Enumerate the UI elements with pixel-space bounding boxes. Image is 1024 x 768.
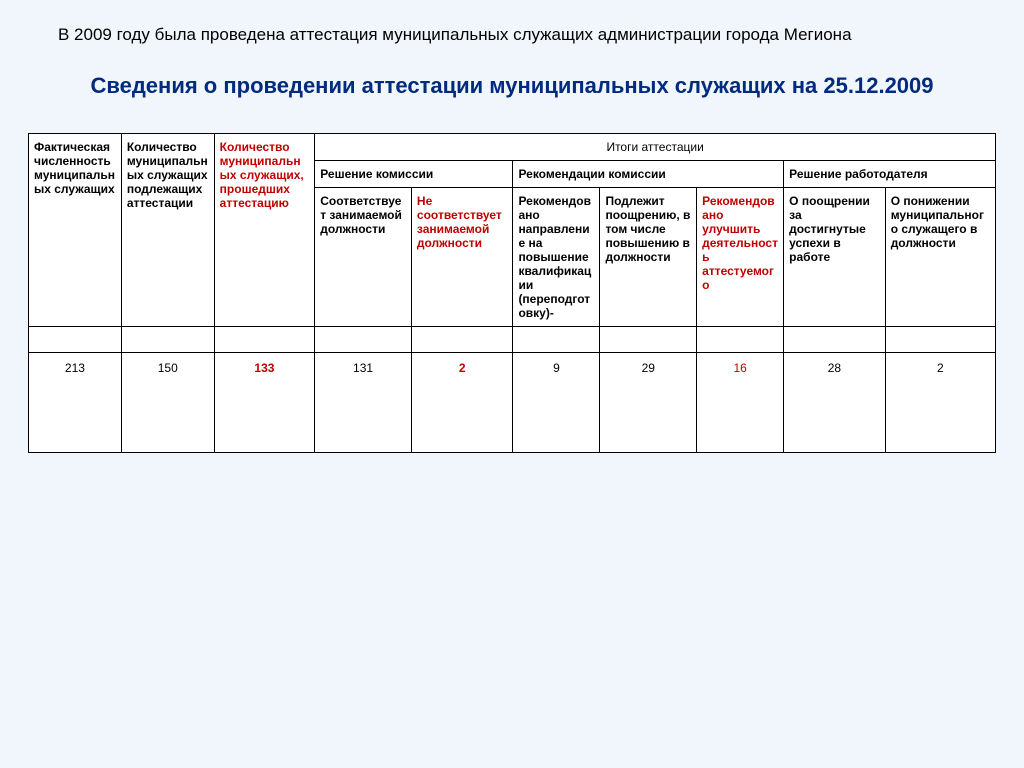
col-header-results-group: Итоги аттестации bbox=[315, 133, 996, 160]
intro-text: В 2009 году была проведена аттестация му… bbox=[28, 24, 996, 47]
table-row: 213 150 133 131 2 9 29 16 28 2 bbox=[29, 352, 996, 452]
col-header-fits-position: Соответствует занимаемой должности bbox=[315, 187, 412, 326]
col-header-commission-recommend: Рекомендации комиссии bbox=[513, 160, 784, 187]
spacer-row bbox=[29, 326, 996, 352]
col-header-actual-count: Фактическая численность муниципальных сл… bbox=[29, 133, 122, 326]
cell-subject-count: 150 bbox=[121, 352, 214, 452]
col-header-commission-decision: Решение комиссии bbox=[315, 160, 513, 187]
col-header-not-fits-position: Не соответствует занимаемой должности bbox=[411, 187, 513, 326]
attestation-table: Фактическая численность муниципальных сл… bbox=[28, 133, 996, 453]
col-header-subject-count: Количество муниципальных служащих подлеж… bbox=[121, 133, 214, 326]
col-header-employer-decision: Решение работодателя bbox=[784, 160, 996, 187]
cell-not-fits-position: 2 bbox=[411, 352, 513, 452]
cell-recommend-training: 9 bbox=[513, 352, 600, 452]
page-title: Сведения о проведении аттестации муницип… bbox=[28, 71, 996, 101]
col-header-recommend-improve: Рекомендовано улучшить деятельность атте… bbox=[697, 187, 784, 326]
col-header-reward-achievements: О поощрении за достигнутые успехи в рабо… bbox=[784, 187, 886, 326]
cell-actual-count: 213 bbox=[29, 352, 122, 452]
cell-demotion: 2 bbox=[885, 352, 995, 452]
cell-subject-reward: 29 bbox=[600, 352, 697, 452]
cell-reward-achievements: 28 bbox=[784, 352, 886, 452]
cell-passed-count: 133 bbox=[214, 352, 315, 452]
col-header-demotion: О понижении муниципального служащего в д… bbox=[885, 187, 995, 326]
col-header-passed-count: Количество муниципальных служащих, проше… bbox=[214, 133, 315, 326]
col-header-subject-reward: Подлежит поощрению, в том числе повышени… bbox=[600, 187, 697, 326]
col-header-recommend-training: Рекомендовано направление на повышение к… bbox=[513, 187, 600, 326]
cell-fits-position: 131 bbox=[315, 352, 412, 452]
cell-recommend-improve: 16 bbox=[697, 352, 784, 452]
